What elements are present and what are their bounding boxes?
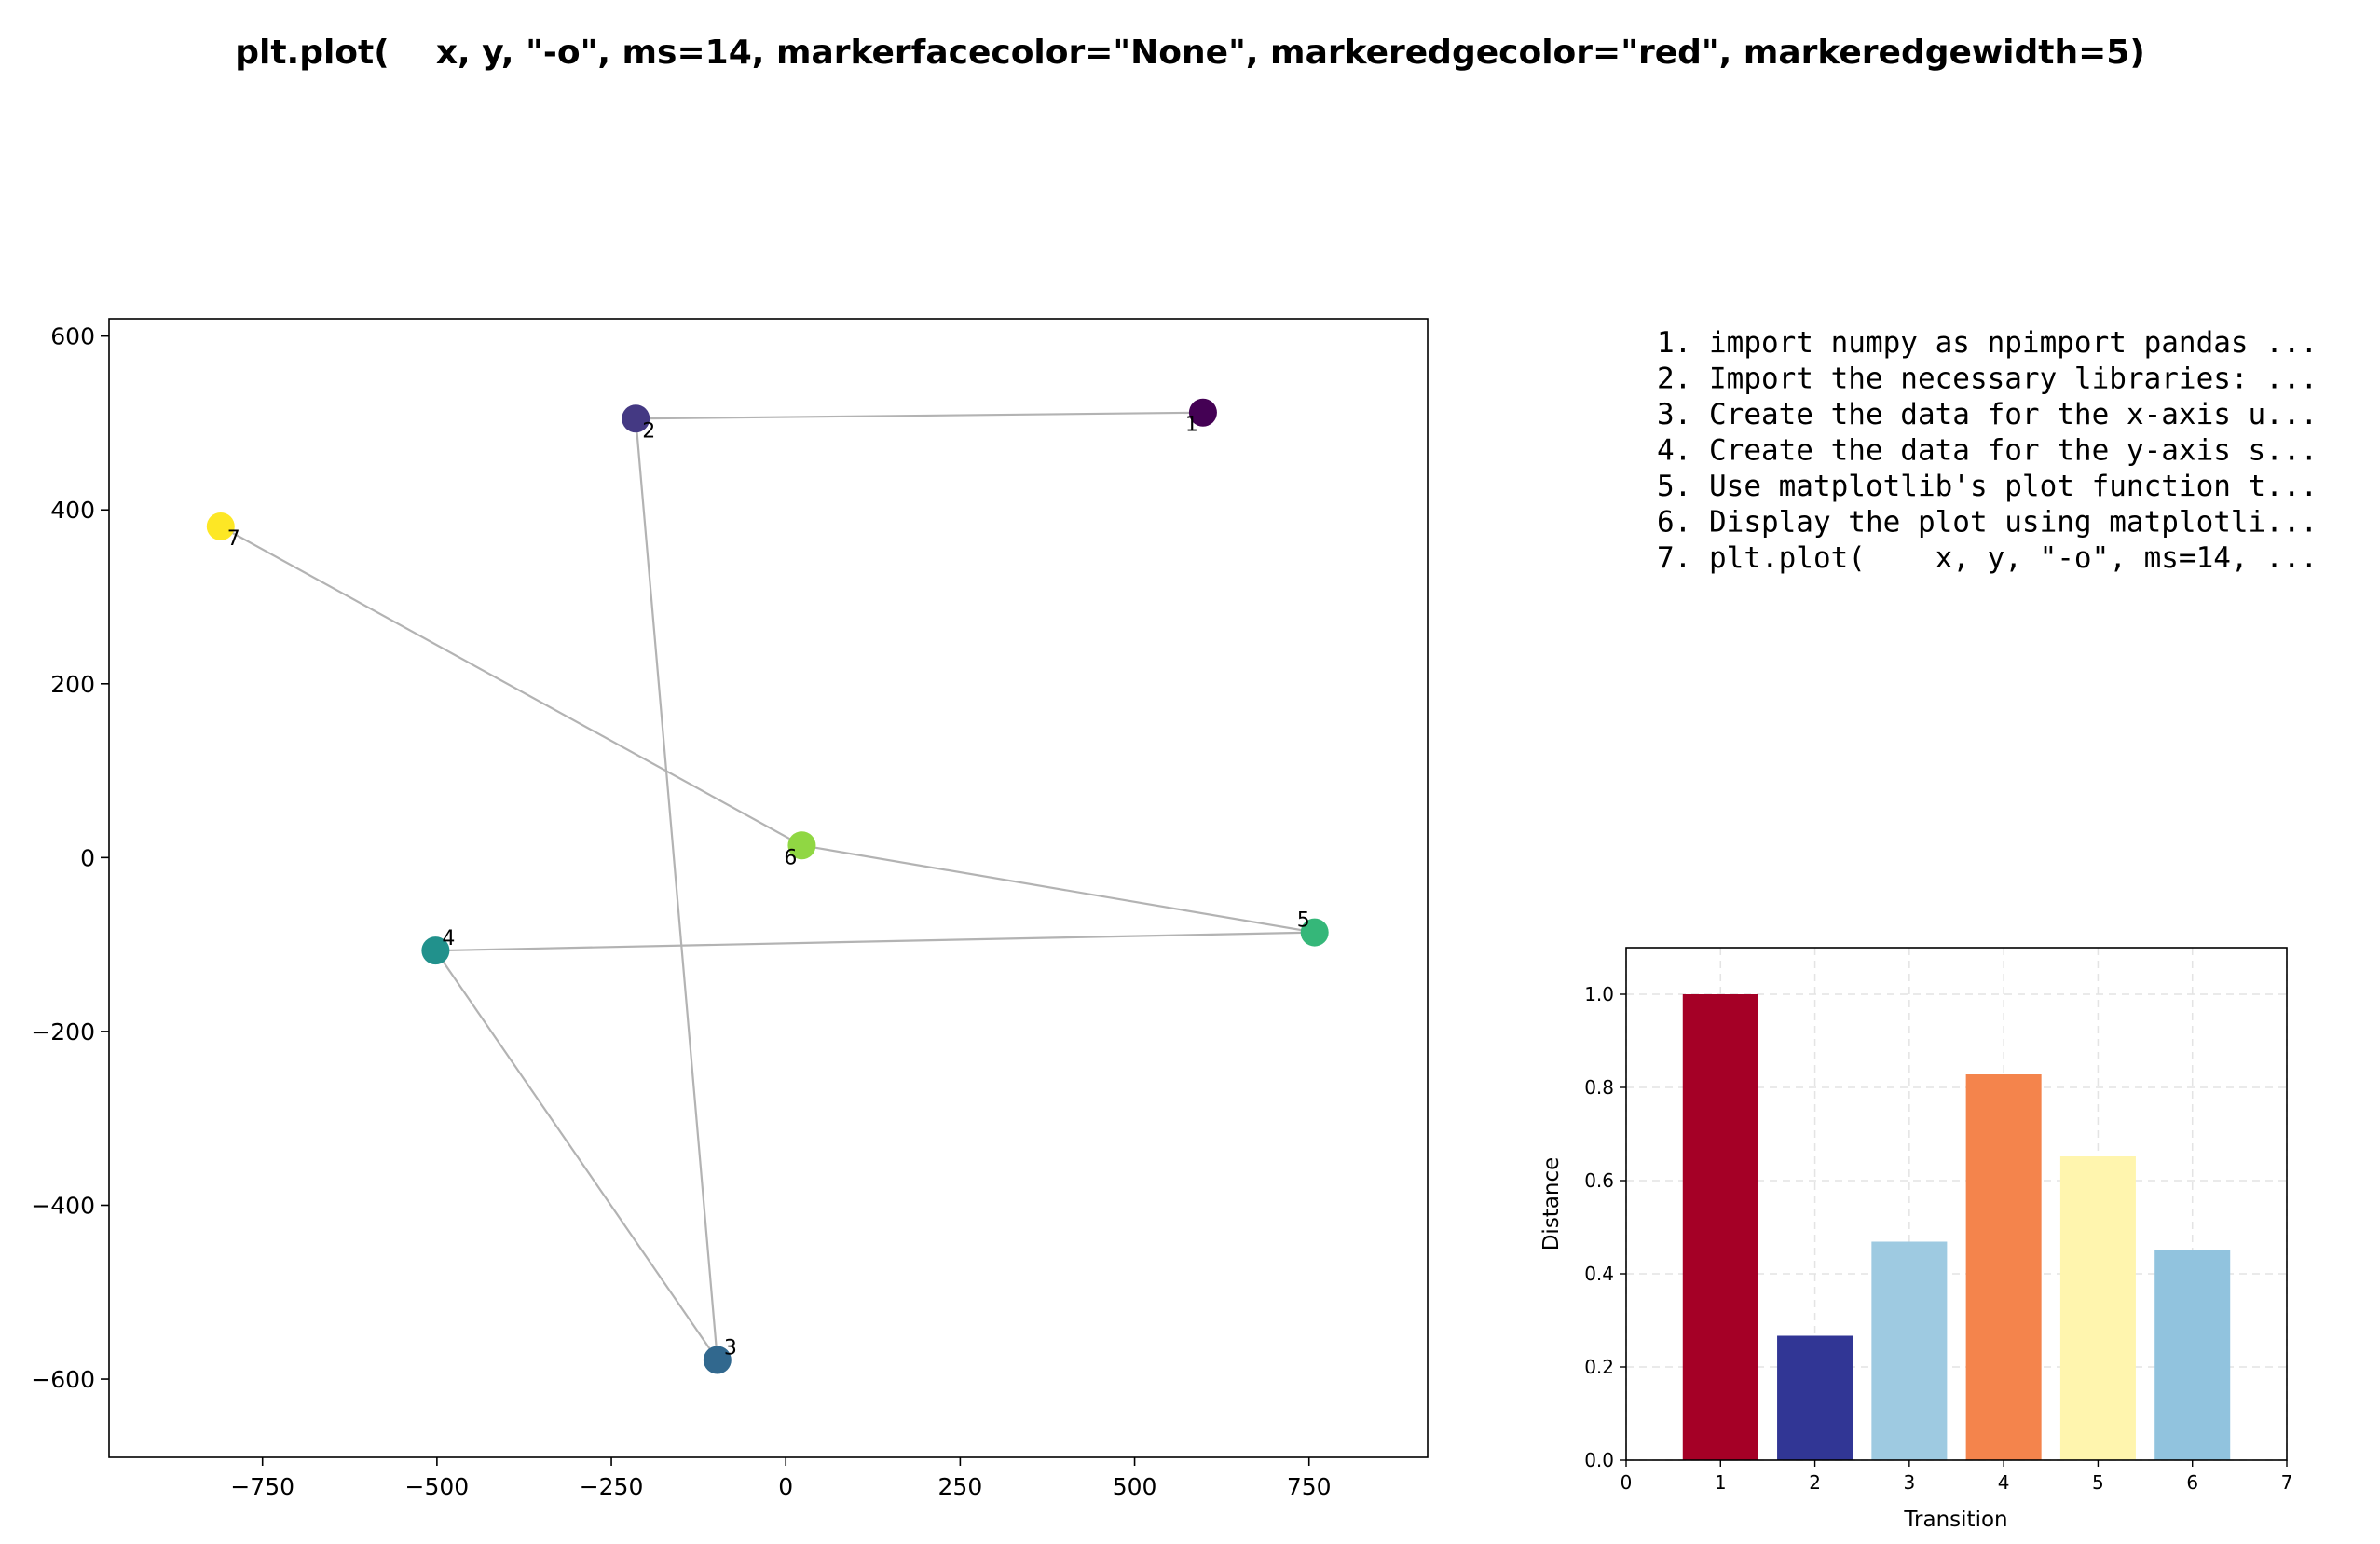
step-item: 2. Import the necessary libraries: ... [1657,362,2318,396]
point-label: 2 [642,419,655,443]
bar [1777,1335,1853,1460]
point-label: 5 [1297,909,1310,933]
path-segment [435,931,1315,952]
y-tick-label: −400 [31,1192,95,1219]
path-segment [434,950,718,1361]
x-tick-label: −250 [580,1473,644,1500]
scatter-plot-frame [108,318,1429,1458]
scatter-point [703,1346,732,1374]
point-label: 1 [1185,414,1198,437]
figure-title: plt.plot( x, y, "-o", ms=14, markerfacec… [235,34,2145,72]
step-item: 1. import numpy as npimport pandas ... [1657,326,2318,360]
bar [1965,1074,2042,1460]
bar-x-tick-label: 5 [2092,1471,2104,1494]
step-item: 3. Create the data for the x-axis u... [1657,398,2318,431]
bar-y-tick-label: 0.4 [1584,1263,1614,1285]
path-segment [220,525,802,847]
point-labels: 1 2 3 4 5 6 7 [227,414,1310,1360]
bar-x-tick-label: 3 [1903,1471,1915,1494]
bars [1682,994,2231,1460]
bar [1682,994,1758,1460]
scatter-points [206,398,1329,1374]
scatter-point [1188,398,1217,427]
scatter-plot-area [109,319,1428,1457]
y-tick-label: −200 [31,1018,95,1045]
x-tick-label: 500 [1113,1473,1157,1500]
bar-y-tick-label: 1.0 [1584,983,1614,1005]
y-tick-label: 400 [50,497,95,524]
scatter-point [622,404,650,433]
bar [2154,1250,2231,1460]
x-tick-label: 250 [938,1473,983,1500]
bar-y-tick-label: 0.6 [1584,1169,1614,1192]
scatter-y-axis: −600 −400 −200 0 200 400 600 [31,323,109,1393]
path-segment [801,844,1315,934]
bar [1871,1241,1948,1460]
step-item: 5. Use matplotlib's plot function t... [1657,470,2318,503]
point-label: 7 [227,527,240,551]
bar-plot-frame [1625,947,2288,1461]
bar-y-axis-label: Distance [1539,1157,1564,1251]
scatter-point [421,936,450,965]
point-label: 4 [442,927,455,950]
bar-x-tick-label: 2 [1809,1471,1821,1494]
bar-chart-panel: 0 1 2 3 4 5 6 7 0.0 0.2 0.4 0.6 0.8 1.0 Transition D… [1539,947,2293,1532]
steps-list: 1. import numpy as npimport pandas ...2.… [1657,326,2318,575]
bar-x-tick-label: 7 [2281,1471,2293,1494]
path-segment [636,411,1203,420]
y-tick-label: 0 [80,844,95,871]
x-tick-label: −750 [230,1473,294,1500]
bar-x-axis-label: Transition [1903,1508,2007,1532]
y-tick-label: 200 [50,671,95,698]
path-lines [220,411,1315,1361]
bar-x-tick-label: 4 [1998,1471,2010,1494]
path-segment [635,418,718,1360]
point-label: 6 [784,846,797,869]
bar-y-axis: 0.0 0.2 0.4 0.6 0.8 1.0 [1584,983,1626,1471]
point-label: 3 [724,1337,737,1360]
x-tick-label: 750 [1287,1473,1332,1500]
scatter-point [206,512,235,540]
x-tick-label: −500 [405,1473,470,1500]
scatter-point [1300,918,1329,947]
bar-y-tick-label: 0.0 [1584,1449,1614,1471]
bar-x-tick-label: 0 [1621,1471,1633,1494]
y-tick-label: −600 [31,1366,95,1393]
bar-y-tick-label: 0.8 [1584,1076,1614,1099]
bar [2059,1156,2136,1460]
step-item: 7. plt.plot( x, y, "-o", ms=14, ... [1657,541,2318,575]
bar-x-axis: 0 1 2 3 4 5 6 7 [1621,1460,2293,1494]
bar-y-tick-label: 0.2 [1584,1356,1614,1378]
scatter-x-axis: −750 −500 −250 0 250 500 750 [230,1457,1332,1500]
step-item: 4. Create the data for the y-axis s... [1657,434,2318,468]
x-tick-label: 0 [778,1473,793,1500]
scatter-point [787,831,816,860]
step-item: 6. Display the plot using matplotli... [1657,506,2318,540]
bar-x-tick-label: 6 [2186,1471,2198,1494]
y-tick-label: 600 [50,323,95,350]
bar-x-tick-label: 1 [1715,1471,1727,1494]
